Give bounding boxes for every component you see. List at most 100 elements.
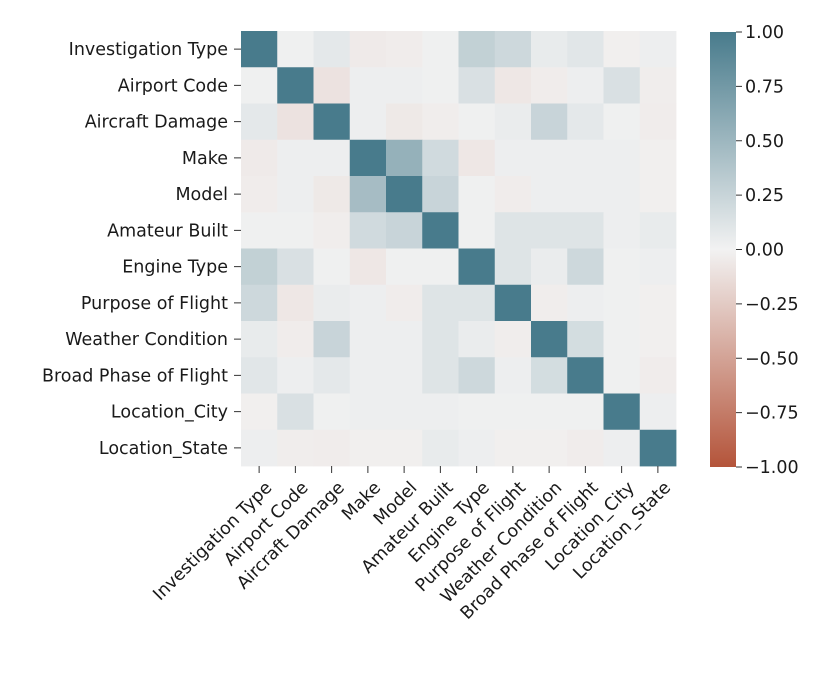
heatmap-cell-aircraft-damage-x-aircraft-damage <box>313 103 351 141</box>
heatmap-cell-weather-condition-x-airport-code <box>277 321 314 358</box>
heatmap-cell-purpose-of-flight-x-location-state <box>639 284 677 322</box>
heatmap-cell-purpose-of-flight-x-location-city <box>603 284 641 322</box>
heatmap-cell-weather-condition-x-location-state <box>639 321 677 358</box>
heatmap-cell-airport-code-x-engine-type <box>458 67 496 104</box>
heatmap-cell-amateur-built-x-investigation-type <box>241 212 278 249</box>
heatmap-cell-model-x-location-state <box>639 176 677 213</box>
y-tick-label-investigation-type: Investigation Type <box>69 40 228 60</box>
heatmap-cell-location-state-x-investigation-type <box>241 429 278 467</box>
heatmap-cell-location-state-x-model <box>386 429 423 467</box>
heatmap-cells <box>241 31 677 467</box>
heatmap-cell-weather-condition-x-investigation-type <box>241 321 278 358</box>
y-tick-label-purpose-of-flight: Purpose of Flight <box>81 294 228 314</box>
colorbar-tick-label: 0.50 <box>745 132 784 152</box>
heatmap-cell-airport-code-x-purpose-of-flight <box>494 67 532 104</box>
heatmap-cell-broad-phase-of-flight-x-airport-code <box>277 357 314 394</box>
heatmap-cell-model-x-weather-condition <box>531 176 568 213</box>
heatmap-cell-weather-condition-x-purpose-of-flight <box>494 321 532 358</box>
heatmap-cell-engine-type-x-make <box>349 248 387 286</box>
heatmap-cell-aircraft-damage-x-make <box>349 103 387 141</box>
heatmap-cell-weather-condition-x-model <box>386 321 423 358</box>
heatmap-cell-investigation-type-x-broad-phase-of-flight <box>567 31 604 68</box>
heatmap-cell-model-x-location-city <box>603 176 641 213</box>
y-tick-label-engine-type: Engine Type <box>122 258 228 278</box>
heatmap-cell-make-x-airport-code <box>277 139 314 177</box>
heatmap-cell-aircraft-damage-x-airport-code <box>277 103 314 141</box>
heatmap-cell-location-state-x-airport-code <box>277 429 314 467</box>
heatmap-cell-airport-code-x-weather-condition <box>531 67 568 104</box>
heatmap-cell-broad-phase-of-flight-x-amateur-built <box>422 357 459 394</box>
heatmap-cell-aircraft-damage-x-location-state <box>639 103 677 141</box>
heatmap-cell-engine-type-x-purpose-of-flight <box>494 248 532 286</box>
heatmap-cell-amateur-built-x-purpose-of-flight <box>494 212 532 249</box>
heatmap-cell-investigation-type-x-make <box>349 31 387 68</box>
heatmap-cell-airport-code-x-make <box>349 67 387 104</box>
heatmap-cell-make-x-investigation-type <box>241 139 278 177</box>
heatmap-cell-purpose-of-flight-x-investigation-type <box>241 284 278 322</box>
heatmap-cell-broad-phase-of-flight-x-weather-condition <box>531 357 568 394</box>
colorbar-tick-label: −1.00 <box>745 458 799 478</box>
y-tick-label-airport-code: Airport Code <box>118 76 228 96</box>
y-tick-label-location-state: Location_State <box>99 439 228 459</box>
heatmap-cell-model-x-purpose-of-flight <box>494 176 532 213</box>
heatmap-cell-make-x-model <box>386 139 423 177</box>
heatmap-cell-engine-type-x-engine-type <box>458 248 496 286</box>
heatmap-cell-model-x-amateur-built <box>422 176 459 213</box>
heatmap-cell-investigation-type-x-airport-code <box>277 31 314 68</box>
heatmap-cell-investigation-type-x-model <box>386 31 423 68</box>
heatmap-cell-location-city-x-amateur-built <box>422 393 459 431</box>
heatmap-cell-location-state-x-aircraft-damage <box>313 429 351 467</box>
y-tick-label-make: Make <box>182 149 228 169</box>
heatmap-cell-amateur-built-x-weather-condition <box>531 212 568 249</box>
heatmap-cell-airport-code-x-airport-code <box>277 67 314 104</box>
heatmap-cell-make-x-broad-phase-of-flight <box>567 139 604 177</box>
heatmap-cell-model-x-make <box>349 176 387 213</box>
heatmap-cell-airport-code-x-location-state <box>639 67 677 104</box>
colorbar: 1.00 0.75 0.50 0.25 0.00 −0.25 −0.50 −0.75 −1.00 <box>710 23 799 478</box>
y-tick-label-model: Model <box>175 185 228 205</box>
heatmap-cell-investigation-type-x-purpose-of-flight <box>494 31 532 68</box>
heatmap-cell-broad-phase-of-flight-x-make <box>349 357 387 394</box>
colorbar-tick-label: 0.25 <box>745 186 784 206</box>
heatmap-cell-location-state-x-engine-type <box>458 429 496 467</box>
heatmap-cell-purpose-of-flight-x-model <box>386 284 423 322</box>
heatmap-cell-purpose-of-flight-x-aircraft-damage <box>313 284 351 322</box>
colorbar-gradient <box>710 32 736 467</box>
heatmap-cell-purpose-of-flight-x-airport-code <box>277 284 314 322</box>
heatmap-cell-aircraft-damage-x-investigation-type <box>241 103 278 141</box>
y-tick-label-amateur-built: Amateur Built <box>107 221 228 241</box>
heatmap-cell-airport-code-x-amateur-built <box>422 67 459 104</box>
colorbar-tick-label: −0.75 <box>745 404 799 424</box>
heatmap-cell-aircraft-damage-x-purpose-of-flight <box>494 103 532 141</box>
heatmap-cell-engine-type-x-broad-phase-of-flight <box>567 248 604 286</box>
heatmap-cell-airport-code-x-location-city <box>603 67 641 104</box>
heatmap-cell-aircraft-damage-x-broad-phase-of-flight <box>567 103 604 141</box>
heatmap-cell-investigation-type-x-location-city <box>603 31 641 68</box>
colorbar-tick-label: −0.50 <box>745 349 799 369</box>
colorbar-ticks: 1.00 0.75 0.50 0.25 0.00 −0.25 −0.50 −0.75 −1.00 <box>736 23 799 478</box>
heatmap-cell-location-city-x-investigation-type <box>241 393 278 431</box>
heatmap-cell-broad-phase-of-flight-x-model <box>386 357 423 394</box>
heatmap-cell-weather-condition-x-aircraft-damage <box>313 321 351 358</box>
heatmap-cell-location-city-x-location-state <box>639 393 677 431</box>
colorbar-tick-label: −0.25 <box>745 295 799 315</box>
heatmap-cell-weather-condition-x-amateur-built <box>422 321 459 358</box>
heatmap-cell-airport-code-x-aircraft-damage <box>313 67 351 104</box>
heatmap-cell-broad-phase-of-flight-x-purpose-of-flight <box>494 357 532 394</box>
heatmap-cell-aircraft-damage-x-amateur-built <box>422 103 459 141</box>
heatmap-cell-airport-code-x-broad-phase-of-flight <box>567 67 604 104</box>
heatmap-cell-investigation-type-x-weather-condition <box>531 31 568 68</box>
heatmap-cell-engine-type-x-amateur-built <box>422 248 459 286</box>
heatmap-cell-amateur-built-x-model <box>386 212 423 249</box>
heatmap-cell-location-city-x-weather-condition <box>531 393 568 431</box>
heatmap-cell-location-state-x-purpose-of-flight <box>494 429 532 467</box>
heatmap-cell-investigation-type-x-engine-type <box>458 31 496 68</box>
y-tick-label-aircraft-damage: Aircraft Damage <box>85 113 228 133</box>
colorbar-tick-label: 1.00 <box>745 23 784 43</box>
heatmap-cell-purpose-of-flight-x-weather-condition <box>531 284 568 322</box>
heatmap-cell-location-city-x-purpose-of-flight <box>494 393 532 431</box>
heatmap-cell-purpose-of-flight-x-purpose-of-flight <box>494 284 532 322</box>
heatmap-cell-location-state-x-location-state <box>639 429 677 467</box>
